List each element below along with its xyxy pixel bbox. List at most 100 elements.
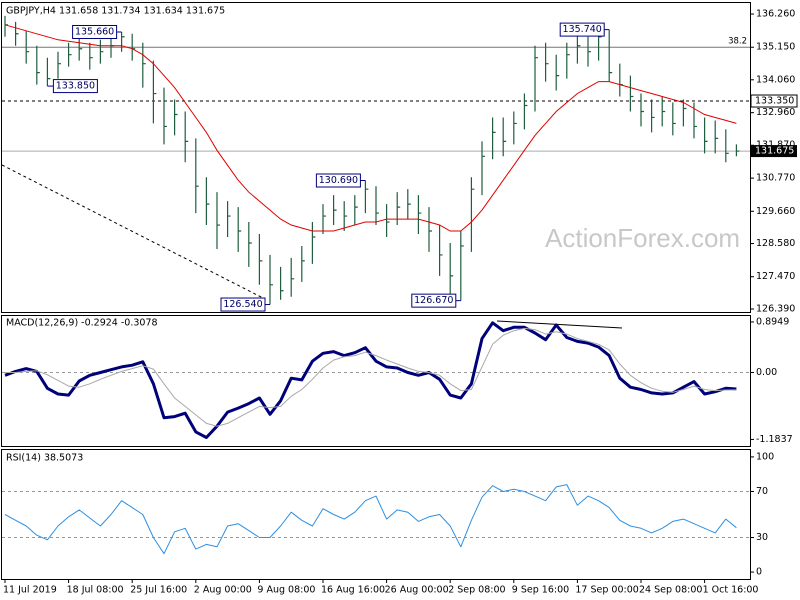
x-tick-label: 16 Aug 16:00 xyxy=(321,585,385,596)
ohlc-bar xyxy=(184,111,189,163)
y-tick-label: 0.00 xyxy=(756,367,777,378)
y-tick-label: 100 xyxy=(756,451,774,462)
ohlc-bar xyxy=(195,138,199,214)
ohlc-bar xyxy=(142,42,146,88)
ohlc-bar xyxy=(25,30,30,64)
ohlc-bar xyxy=(598,33,602,61)
y-tick-label: 30 xyxy=(756,532,768,543)
ohlc-bar xyxy=(682,99,687,127)
ohlc-bar xyxy=(725,129,729,163)
x-tick-label: 18 Jul 08:00 xyxy=(67,585,124,596)
annotation-box xyxy=(559,22,605,37)
ohlc-bar xyxy=(364,180,369,214)
ohlc-bar xyxy=(237,207,242,252)
ohlc-bar xyxy=(407,189,411,220)
ohlc-bar xyxy=(460,231,464,301)
y-tick-label: 132.960 xyxy=(756,107,795,118)
annotation-box xyxy=(52,79,98,94)
ohlc-bar xyxy=(555,54,560,91)
ohlc-bar xyxy=(290,257,295,297)
ohlc-bar xyxy=(672,102,676,136)
annotation-box xyxy=(315,173,361,188)
level-label: 38.2 xyxy=(728,37,747,47)
ohlc-bar xyxy=(280,266,284,300)
x-tick-label: 2 Aug 00:00 xyxy=(194,585,252,596)
ohlc-bar xyxy=(227,201,231,237)
ohlc-bar xyxy=(89,42,93,70)
ohlc-bar xyxy=(502,117,507,157)
ohlc-bar xyxy=(57,51,61,79)
annotation-box xyxy=(411,293,457,308)
annotation-label: 135.740 xyxy=(563,24,602,35)
ohlc-bar xyxy=(566,42,570,79)
ohlc-bar xyxy=(576,33,581,64)
x-tick-label: 11 Jul 2019 xyxy=(3,585,57,596)
x-tick-label: 1 Oct 16:00 xyxy=(703,585,759,596)
y-tick-label: 136.260 xyxy=(756,9,795,20)
ohlc-bar xyxy=(449,242,454,294)
ohlc-bar xyxy=(311,222,316,264)
x-tick-label: 24 Sep 08:00 xyxy=(639,585,702,596)
rsi-panel-frame xyxy=(1,449,751,580)
ohlc-bar xyxy=(587,36,591,67)
ohlc-bar xyxy=(714,120,719,154)
ohlc-bar xyxy=(36,45,40,85)
ohlc-bar xyxy=(735,144,740,157)
y-tick-label: 0 xyxy=(756,567,762,578)
price-panel-frame xyxy=(1,2,751,313)
series-line xyxy=(5,327,737,427)
ohlc-bar xyxy=(545,42,549,82)
annotation-label: 130.690 xyxy=(319,175,358,186)
rsi-title: RSI(14) 38.5073 xyxy=(6,453,83,464)
series-line xyxy=(4,484,737,555)
macd-panel-frame xyxy=(1,315,751,447)
y-tick-label: 135.150 xyxy=(756,42,795,53)
ohlc-bar xyxy=(640,93,644,127)
ohlc-bar xyxy=(470,177,475,252)
ohlc-bar xyxy=(651,99,655,133)
ohlc-bar xyxy=(301,245,305,282)
ohlc-bar xyxy=(99,39,104,64)
ohlc-bar xyxy=(121,31,125,52)
ohlc-bar xyxy=(629,75,634,112)
ohlc-bar xyxy=(704,117,708,154)
ohlc-bar xyxy=(354,195,358,226)
ohlc-bar xyxy=(375,186,379,226)
last-price-box xyxy=(751,145,797,158)
ohlc-bar xyxy=(417,195,422,235)
last-price-label: 131.675 xyxy=(755,146,794,157)
x-tick-label: 2 Sep 08:00 xyxy=(448,585,505,596)
trend-line xyxy=(1,164,266,300)
ohlc-bar xyxy=(46,57,51,87)
annotation-label: 126.540 xyxy=(223,299,262,310)
watermark: ActionForex.com xyxy=(545,223,740,253)
annotation-label: 135.660 xyxy=(75,26,114,37)
x-tick-label: 9 Sep 16:00 xyxy=(512,585,569,596)
x-tick-label: 17 Sep 00:00 xyxy=(575,585,638,596)
y-tick-label: 134.060 xyxy=(756,74,795,85)
macd-title: MACD(12,26,9) -0.2924 -0.3078 xyxy=(6,318,158,329)
ohlc-bar xyxy=(258,234,263,285)
ohlc-bar xyxy=(439,225,443,276)
ohlc-bar xyxy=(608,29,613,82)
ohlc-bar xyxy=(216,192,220,249)
ohlc-bar xyxy=(492,117,496,160)
moving-average xyxy=(4,24,737,232)
y-tick-label: 128.580 xyxy=(756,238,795,249)
ohlc-bar xyxy=(205,177,210,226)
ohlc-bar xyxy=(661,96,666,127)
ohlc-bar xyxy=(386,204,390,237)
ohlc-bar xyxy=(248,222,252,267)
ohlc-bar xyxy=(534,45,538,112)
level-label: 133.350 xyxy=(755,96,794,107)
divergence-line xyxy=(496,320,623,329)
ohlc-bar xyxy=(269,254,273,305)
y-tick-label: 129.660 xyxy=(756,206,795,217)
y-tick-label: 127.470 xyxy=(756,271,795,282)
ohlc-bar xyxy=(15,21,19,46)
series-line xyxy=(4,321,737,439)
y-tick-label: -1.1837 xyxy=(756,434,793,445)
